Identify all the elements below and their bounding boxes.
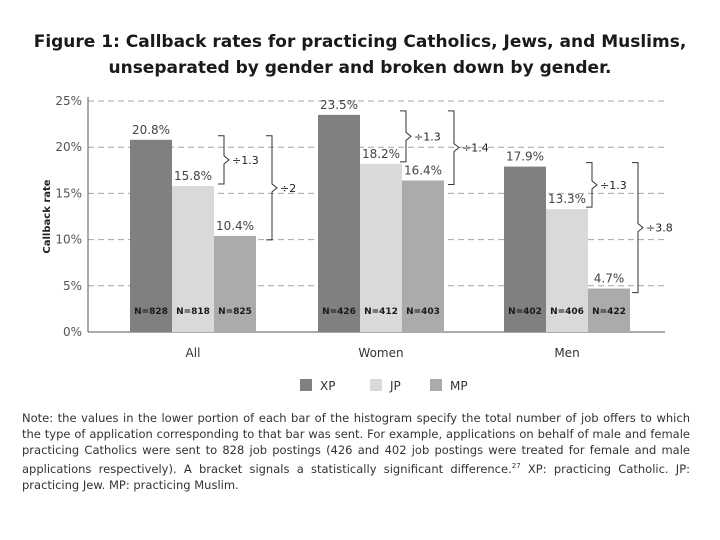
x-tick-label: All xyxy=(186,346,201,360)
n-label: N=818 xyxy=(176,307,210,317)
y-tick-label: 0% xyxy=(63,325,82,339)
n-label: N=422 xyxy=(592,307,626,317)
n-label: N=403 xyxy=(406,307,440,317)
n-label: N=825 xyxy=(218,307,252,317)
chart-title-line-1: Figure 1: Callback rates for practicing … xyxy=(33,32,687,52)
data-label: 16.4% xyxy=(404,163,442,177)
y-tick-label: 15% xyxy=(55,186,82,200)
data-label: 13.3% xyxy=(548,192,586,206)
note-text-after: XP: practicing Catholic. JP: practicing … xyxy=(22,461,691,492)
y-tick-label: 25% xyxy=(55,94,82,108)
bar-xp-men xyxy=(504,166,546,332)
legend-label: MP xyxy=(450,379,468,393)
significance-bracket-label: ÷1.3 xyxy=(232,154,259,167)
significance-bracket xyxy=(218,135,230,185)
note-footnote: 27 xyxy=(511,462,521,470)
note-text: Note: the values in the lower portion of… xyxy=(22,411,690,476)
bar-jp-all xyxy=(172,186,214,332)
data-label: 15.8% xyxy=(174,169,212,183)
legend-swatch-jp xyxy=(370,379,382,391)
significance-bracket-label: ÷1.3 xyxy=(414,130,441,143)
y-tick-label: 10% xyxy=(55,233,82,247)
data-label: 20.8% xyxy=(132,123,170,137)
n-label: N=406 xyxy=(550,307,584,317)
bar-mp-men xyxy=(588,288,630,332)
significance-bracket xyxy=(448,110,460,185)
significance-bracket xyxy=(632,162,644,294)
data-label: 18.2% xyxy=(362,147,400,161)
significance-bracket xyxy=(586,162,598,208)
significance-bracket-label: ÷1.3 xyxy=(600,179,627,192)
significance-bracket-label: ÷1.4 xyxy=(462,142,489,155)
bar-xp-women xyxy=(318,114,360,332)
data-label: 10.4% xyxy=(216,219,254,233)
data-label: 4.7% xyxy=(594,272,625,286)
significance-bracket-label: ÷3.8 xyxy=(646,222,673,235)
data-label: 17.9% xyxy=(506,150,544,164)
x-tick-label: Men xyxy=(554,346,579,360)
chart-note: Note: the values in the lower portion of… xyxy=(22,410,690,493)
significance-bracket xyxy=(400,110,412,163)
significance-bracket-label: ÷2 xyxy=(280,182,296,195)
n-label: N=426 xyxy=(322,307,356,317)
bar-mp-women xyxy=(402,180,444,332)
n-label: N=402 xyxy=(508,307,542,317)
bar-xp-all xyxy=(130,139,172,332)
bar-jp-women xyxy=(360,163,402,332)
x-tick-label: Women xyxy=(358,346,403,360)
significance-bracket xyxy=(266,135,278,241)
y-tick-label: 5% xyxy=(63,279,82,293)
legend-label: XP xyxy=(320,379,335,393)
chart-canvas: 0% 5% 10% 15% 20% 25% Callback rate 20.8% N=828 1… xyxy=(42,94,673,393)
y-axis-label: Callback rate xyxy=(42,179,53,253)
y-tick-label: 20% xyxy=(55,140,82,154)
legend-label: JP xyxy=(389,379,401,393)
bar-jp-men xyxy=(546,209,588,332)
legend-swatch-xp xyxy=(300,379,312,391)
legend-swatch-mp xyxy=(430,379,442,391)
n-label: N=412 xyxy=(364,307,398,317)
n-label: N=828 xyxy=(134,307,168,317)
data-label: 23.5% xyxy=(320,98,358,112)
chart-title-line-2: unseparated by gender and broken down by… xyxy=(108,58,612,78)
bar-mp-all xyxy=(214,235,256,332)
